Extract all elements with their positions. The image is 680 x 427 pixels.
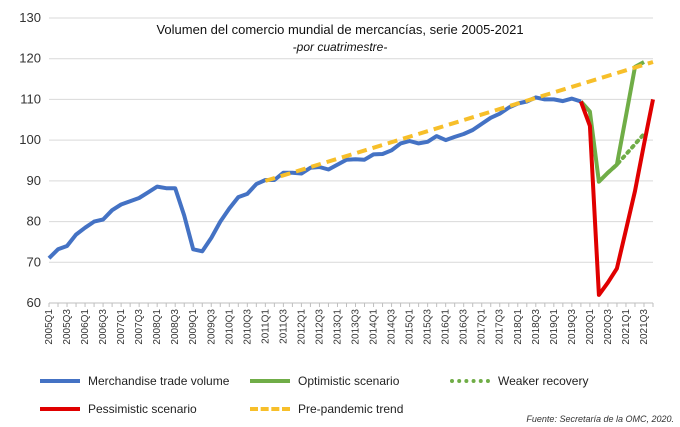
- series-line-merchandise-trade-volume: [47, 95, 582, 260]
- x-tick-label-2014q3: 2014Q3: [387, 309, 398, 345]
- x-tick-label-2017q3: 2017Q3: [495, 309, 506, 345]
- x-tick-label-2010q3: 2010Q3: [242, 309, 253, 345]
- y-tick-label-100: 100: [19, 132, 41, 147]
- x-tick-label-2016q1: 2016Q1: [441, 309, 452, 345]
- legend-item-merchandise-trade-volume: Merchandise trade volume: [40, 374, 229, 388]
- x-tick-label-2018q3: 2018Q3: [531, 309, 542, 345]
- series-line-pessimistic-scenario: [579, 99, 655, 297]
- legend-swatch-optimistic-scenario: [250, 379, 290, 383]
- x-tick-label-2007q3: 2007Q3: [134, 309, 145, 345]
- x-tick-label-2006q1: 2006Q1: [80, 309, 91, 345]
- x-tick-label-2015q1: 2015Q1: [405, 309, 416, 345]
- x-tick-label-2012q3: 2012Q3: [314, 309, 325, 345]
- chart-title: Volumen del comercio mundial de mercancí…: [156, 22, 523, 37]
- x-tick-label-2010q1: 2010Q1: [224, 309, 235, 345]
- x-tick-label-2018q1: 2018Q1: [513, 309, 524, 345]
- x-tick-label-2011q3: 2011Q3: [278, 309, 289, 344]
- x-tick-label-2013q3: 2013Q3: [351, 309, 362, 345]
- x-tick-label-2020q1: 2020Q1: [585, 309, 596, 345]
- legend-label-pessimistic-scenario: Pessimistic scenario: [88, 402, 197, 416]
- legend-item-weaker-recovery: Weaker recovery: [450, 374, 588, 388]
- series-line-pre-pandemic-trend: [264, 60, 654, 183]
- series-layer: [47, 60, 655, 297]
- x-tick-label-2020q3: 2020Q3: [603, 309, 614, 345]
- y-tick-label-90: 90: [27, 173, 41, 188]
- y-tick-label-80: 80: [27, 214, 41, 229]
- x-tick-label-2006q3: 2006Q3: [98, 309, 109, 345]
- x-tick-label-2015q3: 2015Q3: [423, 309, 434, 345]
- y-tick-label-60: 60: [27, 295, 41, 310]
- legend-swatch-pre-pandemic-trend: [250, 407, 290, 411]
- legend-item-pre-pandemic-trend: Pre-pandemic trend: [250, 402, 403, 416]
- grid-layer: [49, 17, 653, 304]
- legend-label-pre-pandemic-trend: Pre-pandemic trend: [298, 402, 404, 416]
- x-tick-label-2009q1: 2009Q1: [188, 309, 199, 345]
- x-tick-label-2011q1: 2011Q1: [260, 309, 271, 344]
- x-tick-label-2019q1: 2019Q1: [549, 309, 560, 345]
- x-tick-label-2021q1: 2021Q1: [621, 309, 632, 345]
- x-tick-label-2019q3: 2019Q3: [567, 309, 578, 345]
- legend-swatch-weaker-recovery: [450, 379, 490, 383]
- axis-layer: 60 70 80 90 100 110 120 130 2005Q1 2005Q3 2006Q1 20…: [19, 10, 654, 345]
- x-tick-label-2005q1: 2005Q1: [44, 309, 55, 345]
- x-tick-label-2007q1: 2007Q1: [116, 309, 127, 345]
- y-tick-label-110: 110: [20, 91, 41, 106]
- legend-item-pessimistic-scenario: Pessimistic scenario: [40, 402, 197, 416]
- x-tick-label-2008q1: 2008Q1: [152, 309, 163, 345]
- x-tick-label-2012q1: 2012Q1: [296, 309, 307, 345]
- x-tick-label-2008q3: 2008Q3: [170, 309, 181, 345]
- x-tick-label-2013q1: 2013Q1: [332, 309, 343, 345]
- series-line-weaker-recovery: [605, 132, 646, 175]
- x-tick-label-2005q3: 2005Q3: [62, 309, 73, 345]
- x-tick-label-2017q1: 2017Q1: [477, 309, 488, 345]
- y-tick-label-120: 120: [19, 51, 41, 66]
- legend-label-merchandise-trade-volume: Merchandise trade volume: [88, 374, 230, 388]
- x-tick-label-2021q3: 2021Q3: [639, 309, 650, 345]
- legend-label-weaker-recovery: Weaker recovery: [498, 374, 589, 388]
- legend-swatch-merchandise-trade-volume: [40, 379, 80, 383]
- legend-swatch-pessimistic-scenario: [40, 407, 80, 411]
- chart-subtitle: -por cuatrimestre-: [293, 40, 388, 54]
- chart-legend: Merchandise trade volume Optimistic scen…: [40, 374, 660, 422]
- x-tick-label-2014q1: 2014Q1: [369, 309, 380, 345]
- legend-label-optimistic-scenario: Optimistic scenario: [298, 374, 400, 388]
- x-tick-label-2016q3: 2016Q3: [459, 309, 470, 345]
- y-tick-label-70: 70: [27, 254, 41, 269]
- x-tick-label-2009q3: 2009Q3: [206, 309, 217, 345]
- y-tick-label-130: 130: [19, 10, 41, 25]
- legend-item-optimistic-scenario: Optimistic scenario: [250, 374, 399, 388]
- source-note: Fuente: Secretaría de la OMC, 2020.: [526, 414, 674, 424]
